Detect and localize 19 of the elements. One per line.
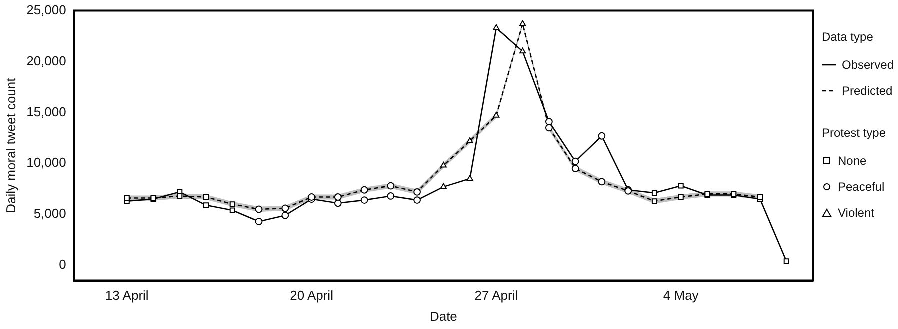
y-tick-label: 15,000 (26, 104, 66, 120)
legend-label: Observed (842, 58, 894, 72)
legend-label: None (838, 154, 867, 168)
x-axis-title: Date (430, 308, 458, 324)
legend-label: Violent (838, 206, 874, 220)
y-tick-label: 20,000 (26, 53, 66, 68)
y-tick-label: 5,000 (34, 206, 66, 222)
text: Data type (822, 30, 874, 44)
legend-label: Predicted (842, 84, 893, 98)
y-axis-title: Daily moral tweet count (3, 78, 18, 214)
text: Protest type (822, 126, 886, 140)
y-tick-label: 25,000 (26, 2, 66, 18)
x-tick-label: 13 April (105, 288, 149, 304)
y-tick-label: 10,000 (26, 155, 66, 170)
legend-label: Peaceful (838, 180, 885, 194)
y-tick-label: 0 (59, 257, 66, 272)
x-tick-label: 4 May (663, 288, 700, 304)
x-tick-label: 20 April (290, 288, 334, 304)
x-tick-label: 27 April (474, 288, 518, 304)
